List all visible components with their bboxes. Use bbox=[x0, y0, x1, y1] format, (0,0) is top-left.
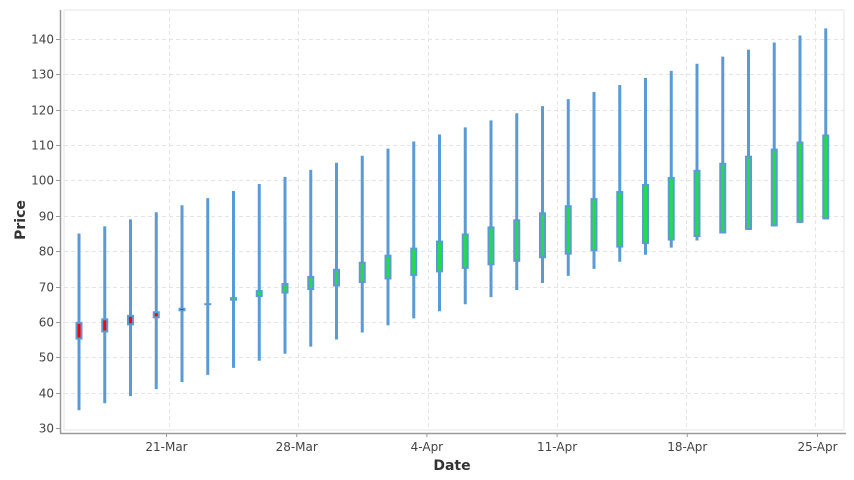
y-tick-label: 70 bbox=[39, 281, 54, 295]
candle-body-up bbox=[669, 178, 673, 239]
candle[interactable] bbox=[487, 120, 495, 298]
y-tick-label: 120 bbox=[31, 104, 54, 118]
candle-body-up bbox=[489, 228, 493, 264]
candle[interactable] bbox=[590, 92, 598, 269]
candle[interactable] bbox=[770, 42, 778, 227]
x-tick-label: 21-Mar bbox=[145, 440, 187, 454]
candle-body-up bbox=[360, 263, 364, 281]
x-tick-label: 4-Apr bbox=[411, 440, 444, 454]
candle[interactable] bbox=[719, 56, 727, 234]
x-axis-ticks: 21-Mar 28-Mar 4-Apr 11-Apr 18-Apr 25-Apr bbox=[145, 433, 838, 454]
candle[interactable] bbox=[796, 35, 804, 223]
y-tick-label: 140 bbox=[31, 33, 54, 47]
candle-body-up bbox=[309, 277, 313, 289]
candle-body-down bbox=[77, 323, 81, 338]
candle-body-down bbox=[154, 313, 158, 317]
candle[interactable] bbox=[127, 219, 134, 397]
x-tick-label: 18-Apr bbox=[667, 440, 707, 454]
candle-body-up bbox=[566, 207, 570, 253]
candle-body-up bbox=[283, 284, 287, 292]
candle-body-up bbox=[463, 235, 467, 267]
plot-area bbox=[63, 9, 845, 431]
candle[interactable] bbox=[101, 226, 109, 404]
y-tick-label: 40 bbox=[39, 387, 54, 401]
y-tick-label: 80 bbox=[39, 245, 54, 259]
candle[interactable] bbox=[307, 169, 315, 347]
candle[interactable] bbox=[255, 183, 263, 361]
candle-body-up bbox=[721, 164, 725, 232]
candle-body-up bbox=[695, 171, 699, 236]
candle[interactable] bbox=[178, 205, 186, 382]
candle[interactable] bbox=[333, 162, 340, 340]
candle[interactable] bbox=[230, 191, 237, 368]
candle[interactable] bbox=[539, 106, 546, 283]
candle[interactable] bbox=[564, 99, 572, 276]
candle[interactable] bbox=[461, 127, 469, 305]
candle-body-up bbox=[515, 221, 519, 260]
candle-body-up bbox=[592, 200, 596, 250]
candle[interactable] bbox=[822, 28, 830, 220]
candle[interactable] bbox=[75, 233, 83, 411]
candle-body-down bbox=[103, 320, 107, 331]
candle[interactable] bbox=[616, 84, 624, 262]
candle-body-up bbox=[257, 292, 261, 296]
candle[interactable] bbox=[384, 148, 392, 326]
candle[interactable] bbox=[281, 176, 289, 354]
candles bbox=[75, 28, 830, 411]
candle[interactable] bbox=[745, 49, 752, 230]
candle-body-up bbox=[644, 185, 647, 243]
y-tick-label: 30 bbox=[39, 422, 54, 436]
candle[interactable] bbox=[693, 63, 701, 241]
candle[interactable] bbox=[204, 198, 212, 375]
candle[interactable] bbox=[436, 134, 443, 312]
candle-body-up bbox=[618, 193, 622, 246]
candle-body-up bbox=[438, 242, 441, 271]
candle[interactable] bbox=[410, 141, 418, 319]
y-axis-title: Price bbox=[13, 200, 29, 240]
candle[interactable] bbox=[642, 77, 649, 255]
candle-body-up bbox=[824, 136, 828, 218]
candle-body-up bbox=[412, 249, 416, 274]
y-axis-ticks: 30 40 50 60 70 80 90 100 110 120 130 140 bbox=[31, 33, 60, 436]
candle-body-down bbox=[129, 316, 132, 324]
candle[interactable] bbox=[358, 155, 366, 333]
candle-body-up bbox=[772, 150, 776, 225]
candle[interactable] bbox=[513, 113, 521, 291]
candle-body-up bbox=[541, 214, 544, 257]
x-tick-label: 25-Apr bbox=[797, 440, 837, 454]
x-tick-label: 11-Apr bbox=[537, 440, 577, 454]
candle-body-up bbox=[798, 143, 802, 221]
candle[interactable] bbox=[667, 70, 675, 248]
y-tick-label: 130 bbox=[31, 68, 54, 82]
candle-body-up bbox=[335, 270, 338, 285]
x-tick-label: 28-Mar bbox=[276, 440, 318, 454]
candle-body-up bbox=[747, 157, 750, 228]
y-tick-label: 110 bbox=[31, 139, 54, 153]
candle-body-up bbox=[386, 256, 390, 278]
y-tick-label: 90 bbox=[39, 210, 54, 224]
candle[interactable] bbox=[152, 212, 160, 390]
y-tick-label: 60 bbox=[39, 316, 54, 330]
candle-body-up bbox=[232, 298, 235, 300]
gridlines bbox=[64, 10, 844, 430]
x-axis-title: Date bbox=[433, 458, 470, 474]
y-tick-label: 100 bbox=[31, 174, 54, 188]
y-tick-label: 50 bbox=[39, 351, 54, 365]
candle-body-down bbox=[180, 309, 184, 311]
